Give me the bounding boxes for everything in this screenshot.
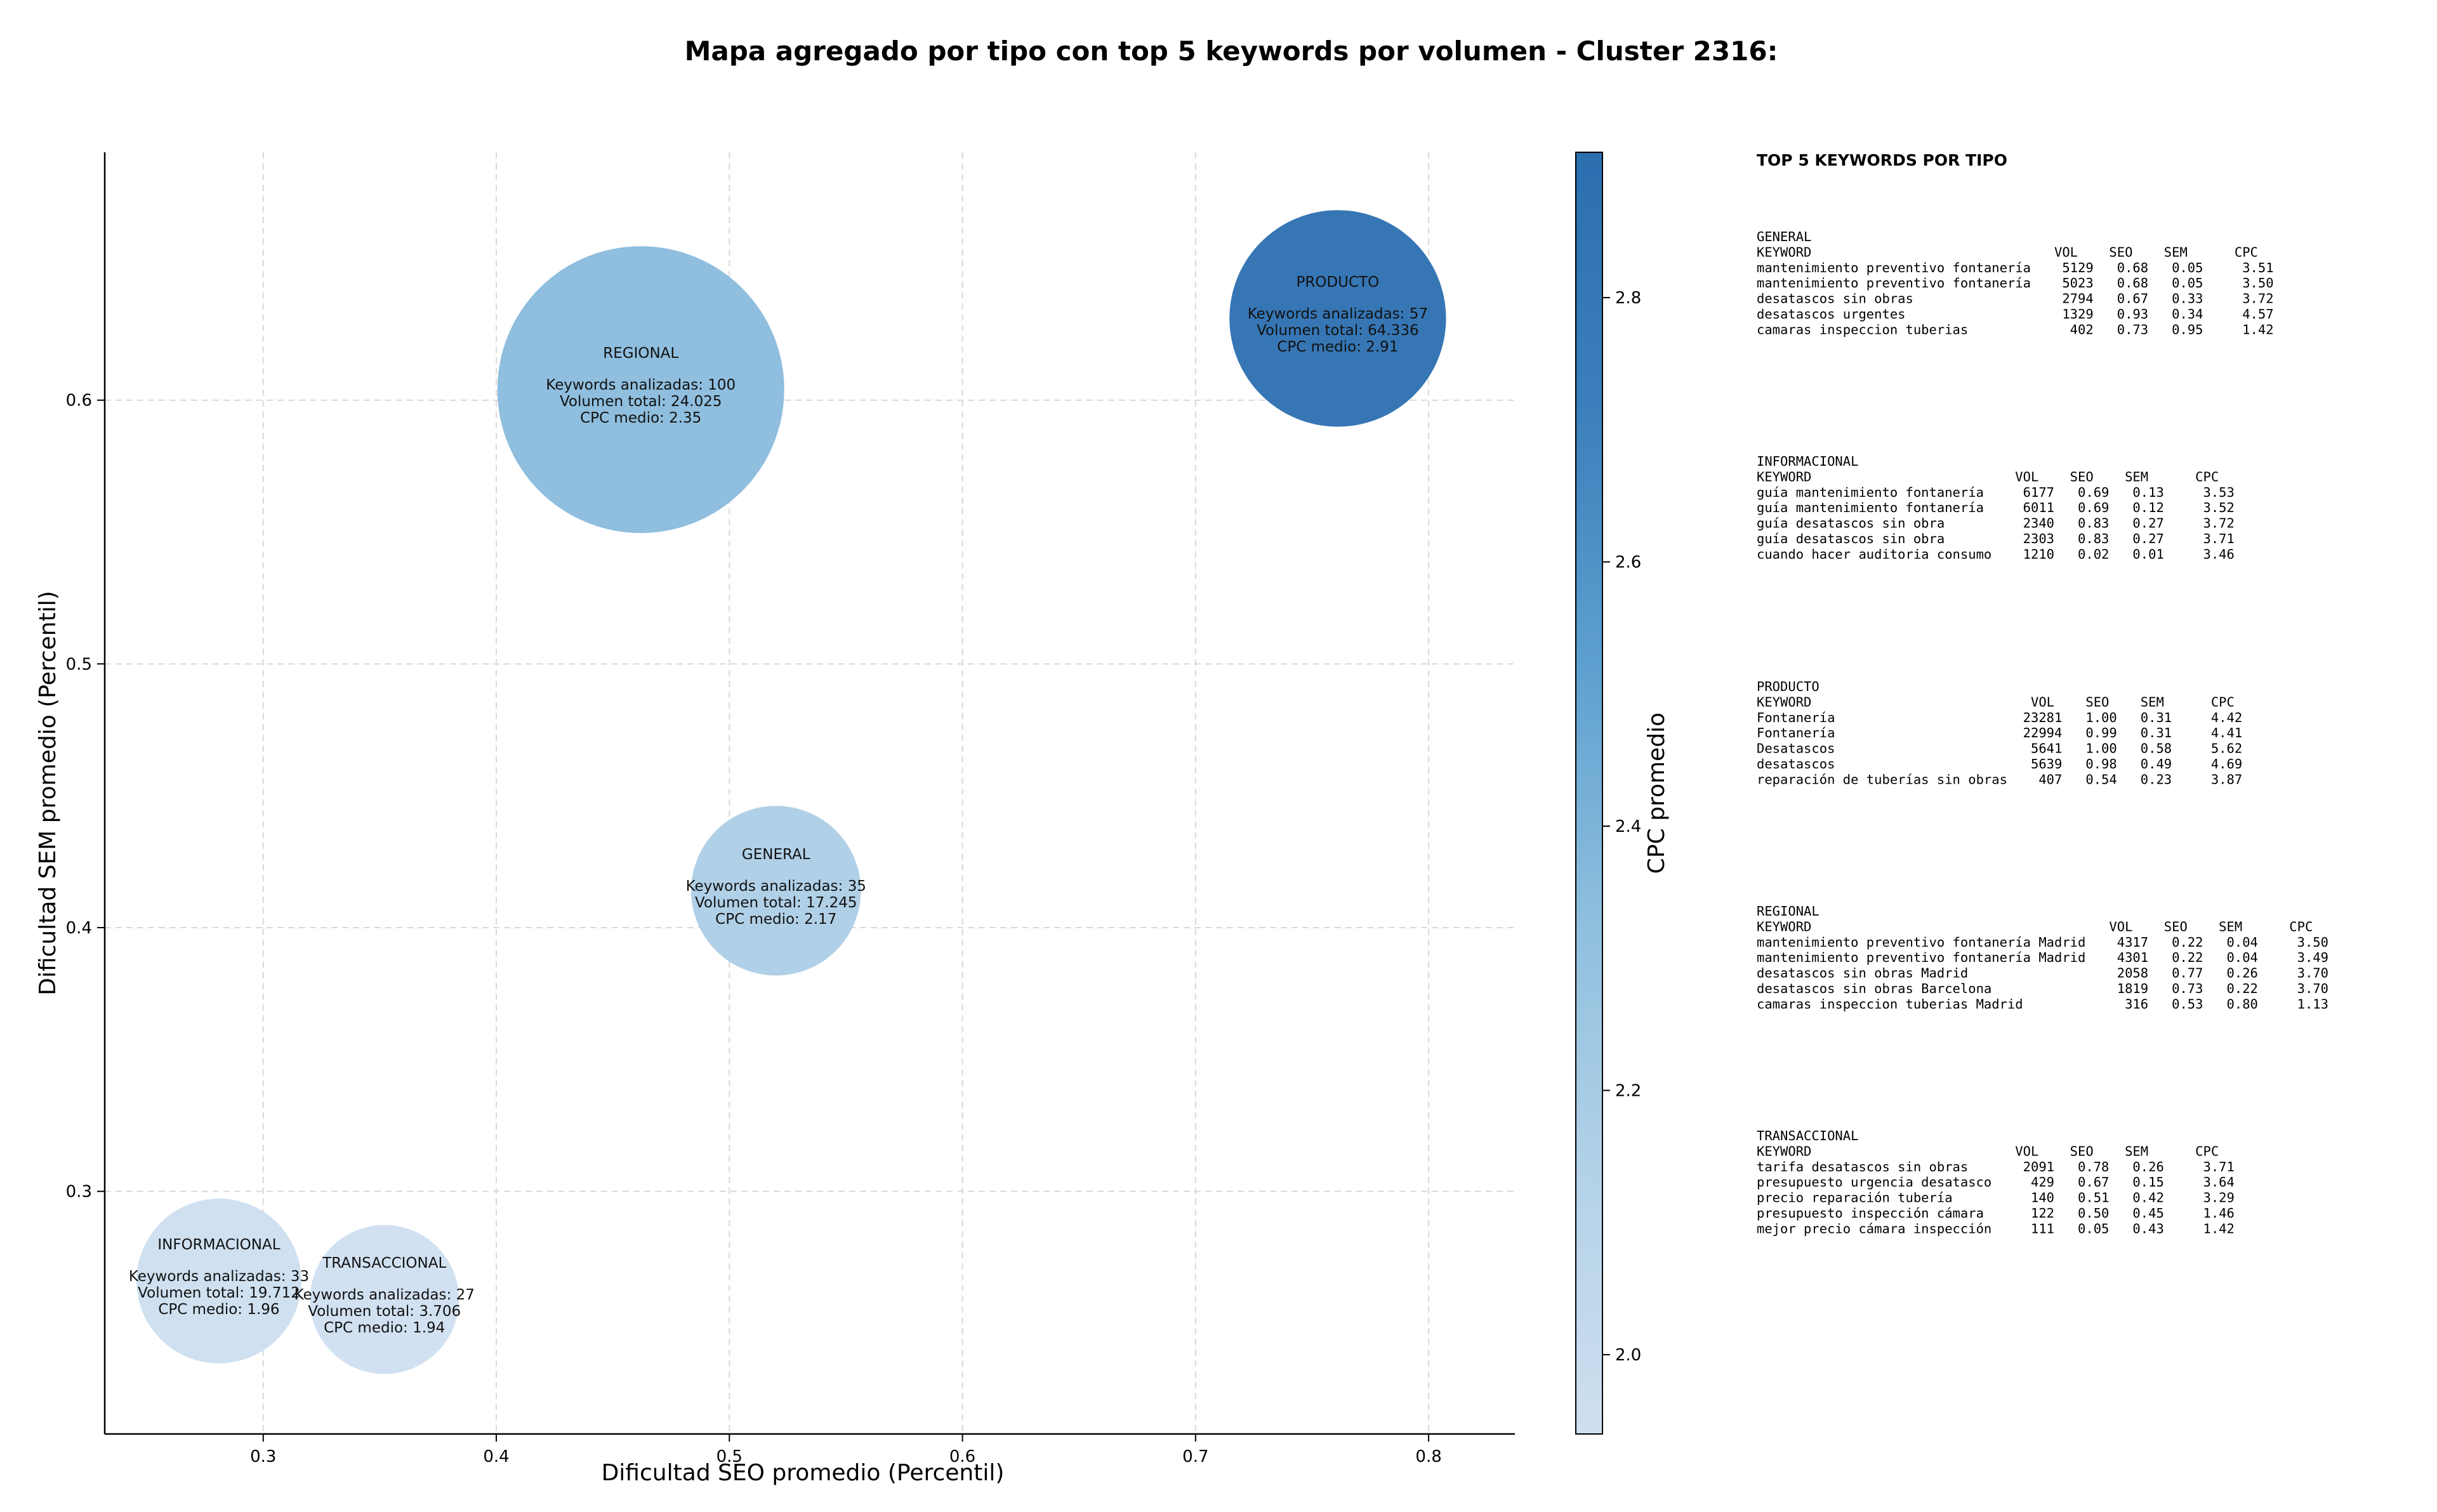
- panel-table-row: mantenimiento preventivo fontanería Madr…: [1757, 935, 2328, 950]
- panel-table-header: KEYWORD VOL SEO SEM CPC: [1757, 694, 2235, 709]
- y-tick-label: 0.6: [66, 391, 92, 411]
- panel-table-row: Desatascos 5641 1.00 0.58 5.62: [1757, 741, 2242, 756]
- colorbar-tick-label: 2.8: [1615, 289, 1641, 308]
- colorbar-gradient: [1575, 152, 1603, 1435]
- panel-table-header: KEYWORD VOL SEO SEM CPC: [1757, 1143, 2219, 1159]
- panel-table-row: desatascos 5639 0.98 0.49 4.69: [1757, 756, 2242, 772]
- colorbar-tick-label: 2.4: [1615, 817, 1641, 836]
- panel-table-row: guía desatascos sin obra 2303 0.83 0.27 …: [1757, 531, 2235, 546]
- bubble-label-stat: Volumen total: 17.245: [695, 895, 857, 911]
- panel-table-row: reparación de tuberías sin obras 407 0.5…: [1757, 772, 2242, 787]
- panel-table-row: desatascos sin obras Madrid 2058 0.77 0.…: [1757, 966, 2328, 981]
- bubble-regional: [497, 246, 784, 534]
- bubble-general: [691, 806, 861, 976]
- x-axis-label: Dificultad SEO promedio (Percentil): [602, 1460, 1005, 1486]
- bubble-label-type: GENERAL: [742, 846, 810, 863]
- bubble-label-stat: CPC medio: 2.17: [715, 911, 836, 928]
- x-tick-label: 0.6: [949, 1447, 975, 1466]
- panel-table-header: KEYWORD VOL SEO SEM CPC: [1757, 469, 2219, 484]
- y-tick-label: 0.4: [66, 919, 92, 938]
- panel-group-name: TRANSACCIONAL: [1757, 1128, 1858, 1143]
- bubble-label-stat: Volumen total: 3.706: [308, 1303, 461, 1320]
- chart-title: Mapa agregado por tipo con top 5 keyword…: [685, 36, 1778, 67]
- bubble-label-stat: Keywords analizadas: 33: [129, 1268, 309, 1285]
- panel-table-row: precio reparación tubería 140 0.51 0.42 …: [1757, 1190, 2235, 1206]
- panel-table-row: presupuesto urgencia desatasco 429 0.67 …: [1757, 1174, 2235, 1190]
- bubble-label-type: PRODUCTO: [1297, 274, 1380, 291]
- bubble-label-stat: CPC medio: 1.94: [324, 1320, 445, 1336]
- bubble-label-stat: Keywords analizadas: 100: [546, 377, 736, 393]
- bubble-informacional: [136, 1199, 301, 1364]
- bubble-label-stat: CPC medio: 1.96: [158, 1301, 279, 1318]
- colorbar-label: CPC promedio: [1644, 713, 1670, 874]
- y-axis-label: Dificultad SEM promedio (Percentil): [35, 591, 61, 996]
- panel-table-row: desatascos sin obras Barcelona 1819 0.73…: [1757, 981, 2328, 996]
- panel-table-row: desatascos sin obras 2794 0.67 0.33 3.72: [1757, 291, 2274, 306]
- panel-table-header: KEYWORD VOL SEO SEM CPC: [1757, 244, 2258, 260]
- side-panel-title: TOP 5 KEYWORDS POR TIPO: [1757, 151, 2007, 169]
- panel-table-row: guía desatascos sin obra 2340 0.83 0.27 …: [1757, 516, 2235, 531]
- panel-table-row: mantenimiento preventivo fontanería 5129…: [1757, 260, 2274, 275]
- bubble-label-stat: Volumen total: 24.025: [560, 393, 722, 410]
- panel-group-name: REGIONAL: [1757, 904, 1819, 919]
- x-tick-label: 0.7: [1182, 1447, 1208, 1466]
- bubble-transaccional: [310, 1225, 459, 1374]
- x-tick-label: 0.5: [717, 1447, 743, 1466]
- bubble-label-stat: CPC medio: 2.35: [580, 410, 701, 426]
- panel-table-row: desatascos urgentes 1329 0.93 0.34 4.57: [1757, 306, 2274, 322]
- panel-table-row: mantenimiento preventivo fontanería 5023…: [1757, 275, 2274, 291]
- colorbar-tick-label: 2.0: [1615, 1346, 1641, 1365]
- panel-table-row: camaras inspeccion tuberias 402 0.73 0.9…: [1757, 322, 2274, 337]
- panel-table-row: guía mantenimiento fontanería 6177 0.69 …: [1757, 485, 2235, 500]
- colorbar-tick-label: 2.2: [1615, 1082, 1641, 1101]
- bubble-label-type: REGIONAL: [603, 345, 678, 362]
- y-tick-label: 0.5: [66, 655, 92, 674]
- panel-table-header: KEYWORD VOL SEO SEM CPC: [1757, 919, 2313, 934]
- x-tick-label: 0.4: [483, 1447, 509, 1466]
- bubble-label-stat: Keywords analizadas: 57: [1248, 306, 1428, 322]
- panel-table-row: guía mantenimiento fontanería 6011 0.69 …: [1757, 500, 2235, 515]
- bubble-label-stat: Volumen total: 64.336: [1257, 322, 1419, 339]
- panel-table-row: mantenimiento preventivo fontanería Madr…: [1757, 950, 2328, 965]
- x-tick-label: 0.8: [1415, 1447, 1441, 1466]
- panel-table-row: presupuesto inspección cámara 122 0.50 0…: [1757, 1206, 2235, 1221]
- bubble-label-stat: CPC medio: 2.91: [1277, 339, 1398, 355]
- axes: 0.3 0.4 0.5 0.6 0.7 0.8 0.3 0.4 0.5 0.6: [66, 152, 1515, 1466]
- panel-group-name: INFORMACIONAL: [1757, 454, 1858, 469]
- panel-group-name: PRODUCTO: [1757, 679, 1819, 694]
- bubble-label-type: INFORMACIONAL: [157, 1237, 280, 1253]
- colorbar-tick-label: 2.6: [1615, 553, 1641, 572]
- panel-table-row: Fontanería 22994 0.99 0.31 4.41: [1757, 725, 2242, 740]
- panel-table-row: mejor precio cámara inspección 111 0.05 …: [1757, 1221, 2235, 1236]
- bubble-label-stat: Volumen total: 19.712: [138, 1285, 300, 1301]
- panel-table-row: Fontanería 23281 1.00 0.31 4.42: [1757, 710, 2242, 725]
- bubble-label-type: TRANSACCIONAL: [322, 1255, 446, 1272]
- bubble-producto: [1229, 210, 1446, 427]
- x-tick-label: 0.3: [250, 1447, 276, 1466]
- panel-group-name: GENERAL: [1757, 229, 1811, 244]
- y-tick-label: 0.3: [66, 1183, 92, 1202]
- bubble-label-stat: Keywords analizadas: 35: [686, 878, 866, 895]
- panel-table-row: camaras inspeccion tuberias Madrid 316 0…: [1757, 996, 2328, 1011]
- panel-table-row: tarifa desatascos sin obras 2091 0.78 0.…: [1757, 1159, 2235, 1174]
- colorbar: 2.0 2.2 2.4 2.6 2.8: [1575, 152, 1641, 1435]
- panel-table-row: cuando hacer auditoria consumo 1210 0.02…: [1757, 546, 2235, 562]
- bubble-label-stat: Keywords analizadas: 27: [294, 1287, 475, 1303]
